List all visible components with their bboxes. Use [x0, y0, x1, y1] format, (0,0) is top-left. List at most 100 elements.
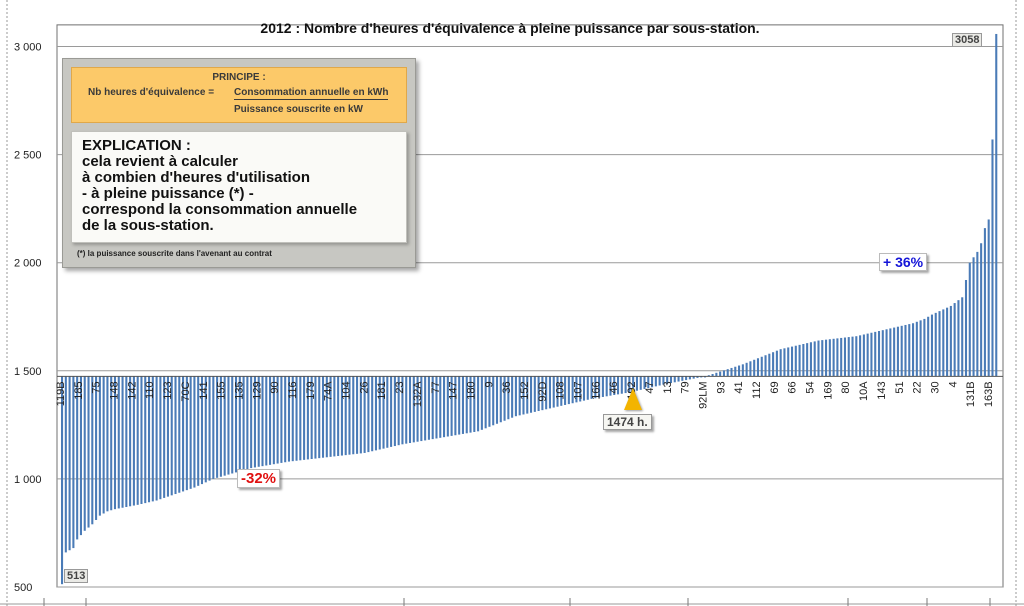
bar	[639, 376, 642, 390]
x-tick-label: 155	[216, 381, 228, 399]
x-tick-label: 152	[519, 381, 531, 399]
bar	[499, 376, 502, 423]
bar	[692, 376, 695, 379]
bar	[488, 376, 491, 427]
formula-lhs: Nb heures d'équivalence =	[88, 87, 215, 98]
bar	[938, 311, 941, 377]
bar	[582, 376, 586, 401]
bar	[658, 376, 661, 386]
bar	[363, 376, 366, 453]
bar	[760, 356, 763, 377]
x-tick-label: 166	[590, 381, 602, 399]
x-tick-label: 41	[733, 381, 745, 393]
bar	[340, 376, 343, 456]
bar	[79, 376, 82, 536]
bar	[552, 376, 555, 408]
bar	[216, 376, 219, 478]
bar	[893, 327, 896, 377]
mean-value-callout: 1474 h.	[603, 414, 652, 430]
bar	[798, 344, 801, 377]
bar	[730, 367, 733, 377]
bar	[533, 376, 536, 412]
bar	[904, 324, 907, 377]
x-tick-label: 123	[162, 381, 174, 399]
bar	[968, 262, 971, 377]
bar	[431, 376, 434, 440]
bar	[397, 376, 400, 446]
bar	[204, 376, 207, 483]
bar	[840, 337, 843, 377]
bar	[647, 376, 650, 389]
x-tick-label: 104	[341, 381, 353, 399]
x-tick-label: 132A	[412, 381, 424, 407]
bar	[359, 376, 362, 454]
bar	[711, 374, 714, 377]
x-tick-label: 169	[822, 381, 834, 399]
bar	[851, 336, 854, 377]
bar	[303, 376, 306, 460]
bar	[371, 376, 374, 452]
bar	[102, 376, 105, 514]
bar	[548, 376, 551, 409]
bar	[265, 376, 268, 466]
bar	[208, 376, 211, 481]
bar	[121, 376, 124, 508]
x-tick-label: 93	[715, 381, 727, 393]
bar	[560, 376, 563, 406]
bar	[662, 376, 665, 385]
bar	[450, 376, 453, 436]
bar	[446, 376, 449, 437]
x-tick-label: 77	[430, 381, 442, 393]
bar	[227, 376, 230, 475]
bar	[76, 376, 79, 540]
bar	[976, 251, 979, 377]
x-tick-label: 129	[251, 381, 263, 399]
bar	[870, 332, 873, 377]
bar	[877, 331, 881, 377]
x-tick-label: 13	[662, 381, 674, 393]
bar	[889, 328, 892, 377]
bar	[325, 376, 328, 458]
bar	[295, 376, 298, 461]
bar	[454, 376, 457, 436]
bar	[408, 376, 412, 444]
x-tick-label: 147	[448, 381, 460, 399]
bar	[91, 376, 94, 525]
bar	[927, 316, 930, 377]
bar	[495, 376, 499, 424]
bar	[412, 376, 415, 443]
bar	[310, 376, 313, 460]
x-tick-label: 46	[608, 381, 620, 393]
explication-line: cela revient à calculer	[82, 153, 238, 170]
bar	[957, 300, 960, 377]
bar	[571, 376, 574, 404]
bar	[337, 376, 340, 456]
bar	[147, 376, 151, 503]
bar	[738, 365, 741, 377]
bar	[817, 340, 820, 377]
bar	[144, 376, 147, 504]
bar	[930, 314, 933, 377]
bar	[518, 376, 521, 416]
explication-line: EXPLICATION :	[82, 137, 191, 154]
bar	[825, 339, 828, 377]
bar	[272, 376, 275, 465]
bar	[764, 355, 767, 377]
bar	[178, 376, 181, 493]
bar	[915, 321, 918, 377]
bar	[257, 376, 260, 467]
bar	[136, 376, 139, 505]
bar	[64, 376, 67, 553]
bar	[734, 366, 737, 377]
bar	[855, 336, 858, 377]
bar	[624, 376, 627, 394]
x-tick-label: 51	[894, 381, 906, 393]
minus-percent-callout: -32%	[237, 469, 281, 488]
bar	[87, 376, 90, 528]
bar	[110, 376, 113, 511]
bar	[688, 376, 691, 380]
bar	[620, 376, 623, 394]
x-tick-label: 143	[876, 381, 888, 399]
x-tick-label: 92LM	[698, 381, 710, 409]
